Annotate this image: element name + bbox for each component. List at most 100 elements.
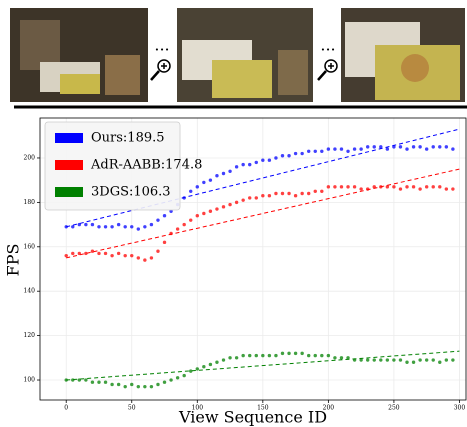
point <box>432 145 435 148</box>
point <box>451 187 454 190</box>
point <box>215 361 218 364</box>
point <box>333 147 336 150</box>
zoom-handle <box>151 71 159 80</box>
point <box>241 163 244 166</box>
point <box>156 218 159 221</box>
point <box>110 254 113 257</box>
point <box>228 203 231 206</box>
x-tick-label: 50 <box>128 405 136 412</box>
y-axis-label: FPS <box>4 244 23 277</box>
point <box>143 258 146 261</box>
point <box>405 147 408 150</box>
point <box>412 145 415 148</box>
photos <box>10 8 465 102</box>
point <box>386 358 389 361</box>
point <box>143 385 146 388</box>
point <box>320 354 323 357</box>
point <box>300 352 303 355</box>
point <box>222 358 225 361</box>
point <box>150 385 153 388</box>
point <box>314 354 317 357</box>
x-tick-label: 200 <box>323 405 335 412</box>
x-tick-label: 300 <box>454 405 466 412</box>
y-tick-label: 100 <box>24 377 36 384</box>
legend-label: AdR-AABB:174.8 <box>90 158 202 173</box>
point <box>373 358 376 361</box>
point <box>104 381 107 384</box>
x-tick-label: 150 <box>257 405 269 412</box>
y-tick-label: 140 <box>24 288 36 295</box>
point <box>137 385 140 388</box>
figure: ... ... FPS View Sequence ID 05010015020… <box>0 0 467 427</box>
point <box>209 210 212 213</box>
point <box>405 361 408 364</box>
point <box>418 358 421 361</box>
point <box>202 181 205 184</box>
zoom-handle <box>318 71 326 80</box>
point <box>281 352 284 355</box>
point <box>196 214 199 217</box>
point <box>274 354 277 357</box>
point <box>327 185 330 188</box>
legend-swatch <box>55 133 83 143</box>
point <box>104 225 107 228</box>
point <box>412 361 415 364</box>
point <box>104 252 107 255</box>
point <box>366 145 369 148</box>
point <box>235 165 238 168</box>
point <box>327 147 330 150</box>
point <box>320 190 323 193</box>
photo-detail <box>212 60 272 98</box>
point <box>268 194 271 197</box>
point <box>268 354 271 357</box>
photo-detail <box>60 74 100 94</box>
point <box>196 185 199 188</box>
point <box>261 194 264 197</box>
point <box>392 358 395 361</box>
point <box>91 381 94 384</box>
point <box>333 356 336 359</box>
point <box>287 192 290 195</box>
photo-detail <box>278 50 308 95</box>
point <box>412 185 415 188</box>
point <box>432 358 435 361</box>
point <box>300 152 303 155</box>
point <box>373 145 376 148</box>
point <box>215 174 218 177</box>
point <box>418 145 421 148</box>
point <box>222 205 225 208</box>
point <box>399 145 402 148</box>
point <box>235 201 238 204</box>
point <box>445 187 448 190</box>
point <box>425 358 428 361</box>
point <box>182 374 185 377</box>
point <box>314 150 317 153</box>
x-tick-label: 100 <box>192 405 204 412</box>
point <box>222 172 225 175</box>
point <box>340 356 343 359</box>
point <box>117 383 120 386</box>
point <box>425 185 428 188</box>
y-tick-label: 120 <box>24 332 36 339</box>
point <box>438 185 441 188</box>
point <box>124 254 127 257</box>
point <box>71 378 74 381</box>
point <box>150 256 153 259</box>
y-tick-label: 160 <box>24 243 36 250</box>
point <box>209 178 212 181</box>
point <box>320 150 323 153</box>
point <box>359 187 362 190</box>
point <box>340 147 343 150</box>
point <box>196 367 199 370</box>
point <box>268 158 271 161</box>
point <box>445 358 448 361</box>
point <box>346 150 349 153</box>
y-tick-label: 180 <box>24 199 36 206</box>
point <box>117 252 120 255</box>
point <box>405 185 408 188</box>
point <box>255 196 258 199</box>
photo-detail <box>401 54 429 82</box>
point <box>353 147 356 150</box>
point <box>287 154 290 157</box>
